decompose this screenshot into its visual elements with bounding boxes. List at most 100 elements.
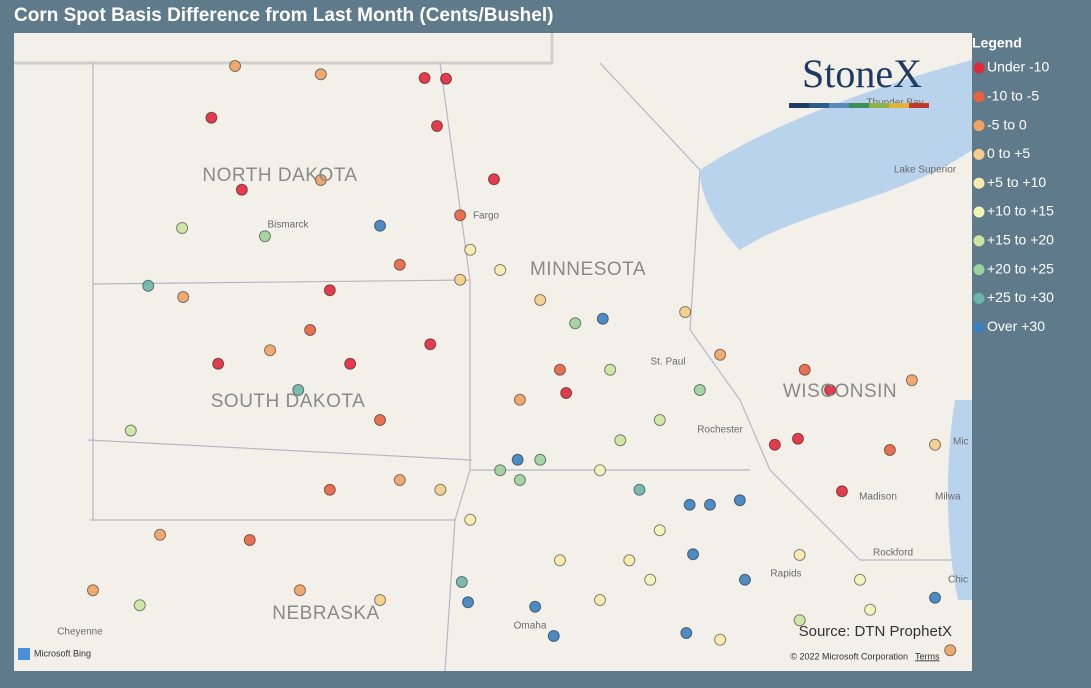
state-label: MINNESOTA [530, 259, 646, 280]
logo: StoneX [802, 51, 922, 96]
data-point [623, 554, 636, 567]
legend-label: Over +30 [987, 318, 1045, 334]
legend-label: +5 to +10 [987, 174, 1046, 190]
state-label: SOUTH DAKOTA [211, 391, 366, 412]
data-point [454, 273, 467, 286]
points [86, 60, 957, 657]
data-point [929, 591, 942, 604]
data-point [454, 209, 467, 222]
data-point [905, 374, 918, 387]
data-point [374, 414, 387, 426]
data-point [529, 600, 542, 613]
data-point [176, 222, 189, 234]
data-point [714, 348, 727, 361]
data-point [854, 573, 866, 586]
data-point [793, 549, 806, 561]
data-point [86, 584, 99, 597]
data-point [679, 306, 692, 318]
city-label: Rochester [697, 425, 743, 436]
legend-label: -5 to 0 [987, 116, 1027, 132]
legend-swatch [973, 148, 985, 160]
data-point [494, 264, 507, 276]
data-point [323, 483, 336, 496]
data-point [560, 387, 573, 399]
state-label: NORTH DAKOTA [202, 165, 357, 186]
data-point [323, 284, 336, 297]
data-point [513, 474, 526, 486]
legend-label: -10 to -5 [987, 88, 1039, 104]
data-point [374, 219, 387, 232]
data-point [229, 60, 242, 72]
data-point [431, 120, 443, 132]
city-label: Chic [948, 575, 968, 586]
data-point [604, 363, 617, 376]
city-label: Lake Superior [894, 165, 957, 176]
data-point [142, 279, 155, 292]
data-point [791, 432, 804, 445]
data-point [418, 72, 431, 84]
data-point [133, 599, 146, 612]
data-point [534, 453, 547, 466]
data-point [644, 573, 657, 586]
state-label: NEBRASKA [272, 603, 379, 624]
data-point [569, 317, 582, 330]
data-point [264, 344, 277, 357]
data-point [733, 494, 746, 507]
title: Corn Spot Basis Difference from Last Mon… [14, 5, 553, 26]
data-point [243, 534, 256, 546]
data-point [258, 230, 271, 243]
legend: Under -10 -10 to -5 -5 to 0 0 to +5 +5 to +1… [973, 59, 1054, 334]
city-label: Cheyenne [57, 627, 103, 638]
city-label: Bismarck [267, 220, 309, 231]
data-point [653, 524, 666, 537]
legend-swatch [973, 235, 985, 247]
lake-michigan [947, 400, 972, 600]
source: Source: DTN ProphetX [799, 623, 952, 640]
copyright: © 2022 Microsoft Corporation [790, 651, 908, 661]
data-point [687, 548, 700, 561]
legend-swatch [973, 177, 985, 189]
data-point [487, 173, 500, 186]
data-point [494, 464, 507, 477]
data-point [547, 630, 560, 642]
data-point [614, 434, 627, 447]
data-point [235, 183, 248, 196]
legend-label: +15 to +20 [987, 232, 1054, 248]
data-point [424, 338, 437, 351]
city-label: Mic [953, 437, 969, 448]
data-point [314, 174, 327, 186]
data-point [683, 498, 696, 511]
legend-swatch [973, 264, 985, 276]
data-point [703, 498, 716, 511]
data-point [680, 627, 693, 639]
data-point [593, 464, 606, 477]
city-label: Milwa [935, 492, 961, 503]
data-point [633, 483, 646, 496]
data-point [205, 111, 218, 124]
data-point [864, 603, 877, 616]
data-point [154, 528, 167, 541]
legend-swatch [973, 91, 985, 103]
data-point [464, 243, 477, 256]
data-point [553, 363, 566, 376]
city-label: Rapids [770, 569, 801, 580]
city-label: St. Paul [650, 357, 685, 368]
data-point [798, 363, 811, 376]
data-point [534, 294, 547, 306]
data-point [314, 68, 327, 81]
data-point [304, 324, 317, 336]
data-point [177, 291, 190, 303]
data-point [393, 474, 406, 486]
terms-link[interactable]: Terms [915, 651, 940, 661]
data-point [738, 573, 751, 586]
data-point [714, 633, 727, 646]
data-point [596, 312, 609, 325]
data-point [393, 258, 406, 271]
data-point [693, 384, 706, 396]
data-point [374, 594, 387, 606]
data-point [824, 384, 837, 396]
state-label: WISCONSIN [783, 381, 897, 402]
data-point [768, 438, 781, 451]
legend-label: +10 to +15 [987, 203, 1054, 219]
data-point [944, 644, 957, 657]
